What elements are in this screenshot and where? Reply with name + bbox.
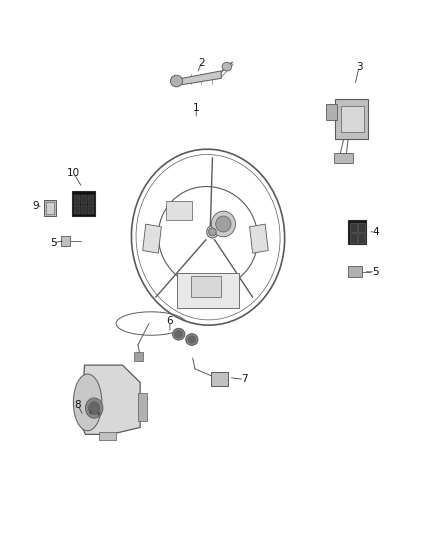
Bar xyxy=(191,276,221,297)
Text: 4: 4 xyxy=(372,227,379,237)
Ellipse shape xyxy=(188,336,196,343)
Bar xyxy=(134,352,143,361)
Bar xyxy=(166,201,192,220)
Ellipse shape xyxy=(211,211,236,237)
Text: 10: 10 xyxy=(67,168,80,178)
Bar xyxy=(88,195,94,204)
Bar xyxy=(177,273,239,308)
Ellipse shape xyxy=(97,411,100,415)
Ellipse shape xyxy=(89,410,92,414)
Ellipse shape xyxy=(74,374,102,431)
Bar xyxy=(348,220,366,244)
Bar xyxy=(74,205,80,214)
Bar xyxy=(341,106,364,132)
Bar xyxy=(143,224,161,253)
Bar xyxy=(326,104,337,120)
Polygon shape xyxy=(182,71,221,85)
Bar xyxy=(74,195,80,204)
Ellipse shape xyxy=(170,75,183,87)
Ellipse shape xyxy=(175,330,183,338)
Bar xyxy=(61,236,70,246)
Bar xyxy=(44,200,56,216)
Bar xyxy=(138,393,147,421)
Bar xyxy=(211,372,228,386)
Ellipse shape xyxy=(215,216,231,232)
Text: 6: 6 xyxy=(166,316,173,326)
Polygon shape xyxy=(81,365,140,434)
Ellipse shape xyxy=(207,225,218,238)
Bar xyxy=(99,432,117,440)
Bar xyxy=(350,223,357,232)
Bar xyxy=(358,233,365,243)
Bar xyxy=(348,266,362,277)
Ellipse shape xyxy=(208,228,216,236)
Text: 8: 8 xyxy=(74,400,81,410)
Ellipse shape xyxy=(173,328,185,340)
Bar xyxy=(358,223,365,232)
Text: 5: 5 xyxy=(50,238,57,247)
Ellipse shape xyxy=(88,402,100,415)
Text: 1: 1 xyxy=(193,103,200,112)
Bar xyxy=(335,99,368,139)
Text: 3: 3 xyxy=(356,62,363,71)
Bar xyxy=(46,202,54,214)
Ellipse shape xyxy=(85,398,103,418)
Ellipse shape xyxy=(222,62,232,71)
Bar xyxy=(72,191,95,216)
Bar xyxy=(334,153,353,163)
Text: 5: 5 xyxy=(372,267,379,277)
Bar xyxy=(88,205,94,214)
Text: 2: 2 xyxy=(198,58,205,68)
Ellipse shape xyxy=(186,334,198,345)
Bar xyxy=(81,205,87,214)
Bar xyxy=(81,195,87,204)
Bar xyxy=(350,233,357,243)
Bar xyxy=(250,224,268,253)
Text: 9: 9 xyxy=(32,201,39,211)
Text: 7: 7 xyxy=(241,375,248,384)
